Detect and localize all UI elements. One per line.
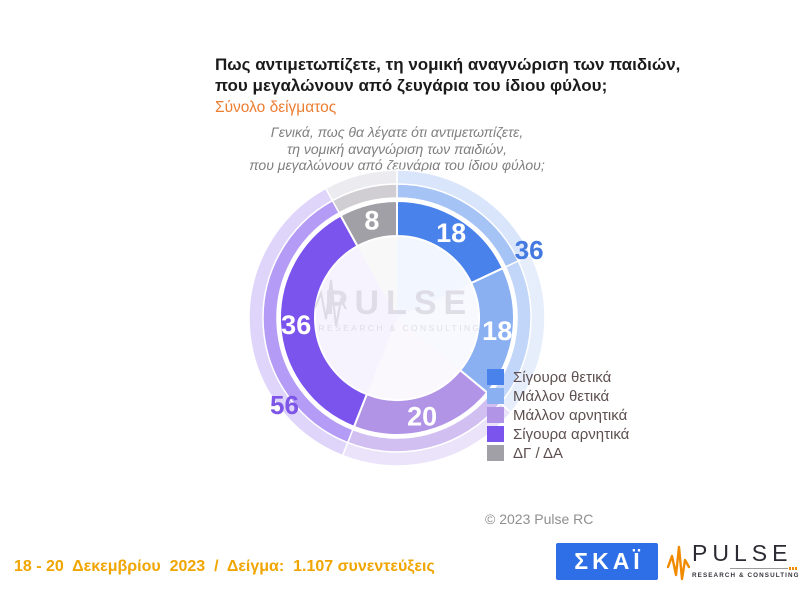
hole-tint-sector — [357, 236, 397, 318]
hole-tint-sector — [366, 318, 461, 400]
legend-swatch — [487, 388, 504, 404]
segment-value-label: 8 — [364, 206, 379, 236]
question-line-3: που μεγαλώνουν από ζευγάρια του ίδιου φύ… — [249, 157, 545, 173]
legend-item-2: Μάλλον αρνητικά — [487, 406, 629, 424]
group-sum-label: 56 — [270, 390, 299, 420]
legend-swatch — [487, 369, 504, 385]
question-line-1: Γενικά, πως θα λέγατε ότι αντιμετωπίζετε… — [270, 124, 524, 140]
copyright-note: © 2023 Pulse RC — [485, 511, 594, 527]
pulse-logo-text: PULSE — [692, 540, 793, 566]
legend-item-0: Σίγουρα θετικά — [487, 368, 629, 386]
segment-value-label: 18 — [436, 218, 466, 248]
legend-label: ΔΓ / ΔΑ — [513, 444, 563, 462]
segment-value-label: 18 — [482, 316, 512, 346]
legend-swatch — [487, 445, 504, 461]
chart-legend: Σίγουρα θετικά Μάλλον θετικά Μάλλον αρνητι… — [487, 368, 630, 462]
legend-label: Σίγουρα θετικά — [513, 368, 612, 386]
segment-value-label: 36 — [281, 310, 311, 340]
legend-item-4: ΔΓ / ΔΑ — [487, 444, 629, 462]
hole-tint-sector — [397, 236, 472, 318]
pulse-logo-subtext: RESEARCH & CONSULTING — [692, 572, 800, 579]
sample-subtitle: Σύνολο δείγματος — [215, 99, 337, 116]
pulse-logo: PULSE RESEARCH & CONSULTING — [667, 539, 800, 585]
legend-item-3: Σίγουρα αρνητικά — [487, 425, 630, 443]
legend-swatch — [487, 426, 504, 442]
hole-tint-sector — [397, 283, 480, 371]
pulse-logo-textblock: PULSE RESEARCH & CONSULTING — [692, 540, 800, 579]
title-line-1: Πως αντιμετωπίζετε, τη νομική αναγνώριση… — [215, 55, 681, 74]
hole-tint-sector — [314, 246, 397, 395]
skai-logo-text: ΣΚΑΪ — [574, 548, 644, 574]
group-sum-label: 36 — [515, 235, 544, 265]
pulse-waveform-icon — [667, 545, 690, 581]
legend-label: Μάλλον αρνητικά — [513, 406, 628, 424]
halo-inner-segment — [331, 183, 398, 214]
watermark-waveform-icon — [314, 279, 347, 327]
page-title: Πως αντιμετωπίζετε, τη νομική αναγνώριση… — [215, 54, 680, 96]
segment-value-label: 20 — [407, 401, 437, 431]
legend-swatch — [487, 407, 504, 423]
pulse-logo-rule — [692, 566, 797, 570]
question-line-2: τη νομική αναγνώριση των παιδιών, — [286, 140, 508, 157]
fieldwork-date-sample: 18 - 20 Δεκεμβρίου 2023 / Δείγμα: 1.107 … — [14, 558, 435, 575]
legend-item-1: Μάλλον θετικά — [487, 387, 629, 405]
watermark-title: PULSE — [325, 284, 473, 322]
skai-logo: ΣΚΑΪ — [556, 543, 658, 580]
survey-question: Γενικά, πως θα λέγατε ότι αντιμετωπίζετε… — [197, 124, 597, 174]
legend-label: Σίγουρα αρνητικά — [513, 425, 630, 443]
title-line-2: που μεγαλώνουν από ζευγάρια του ίδιου φύ… — [215, 76, 608, 95]
donut-segment-4 — [339, 199, 398, 248]
watermark-subtitle: RESEARCH & CONSULTING — [318, 323, 481, 333]
legend-label: Μάλλον θετικά — [513, 387, 610, 405]
donut-segment-3 — [279, 214, 369, 429]
